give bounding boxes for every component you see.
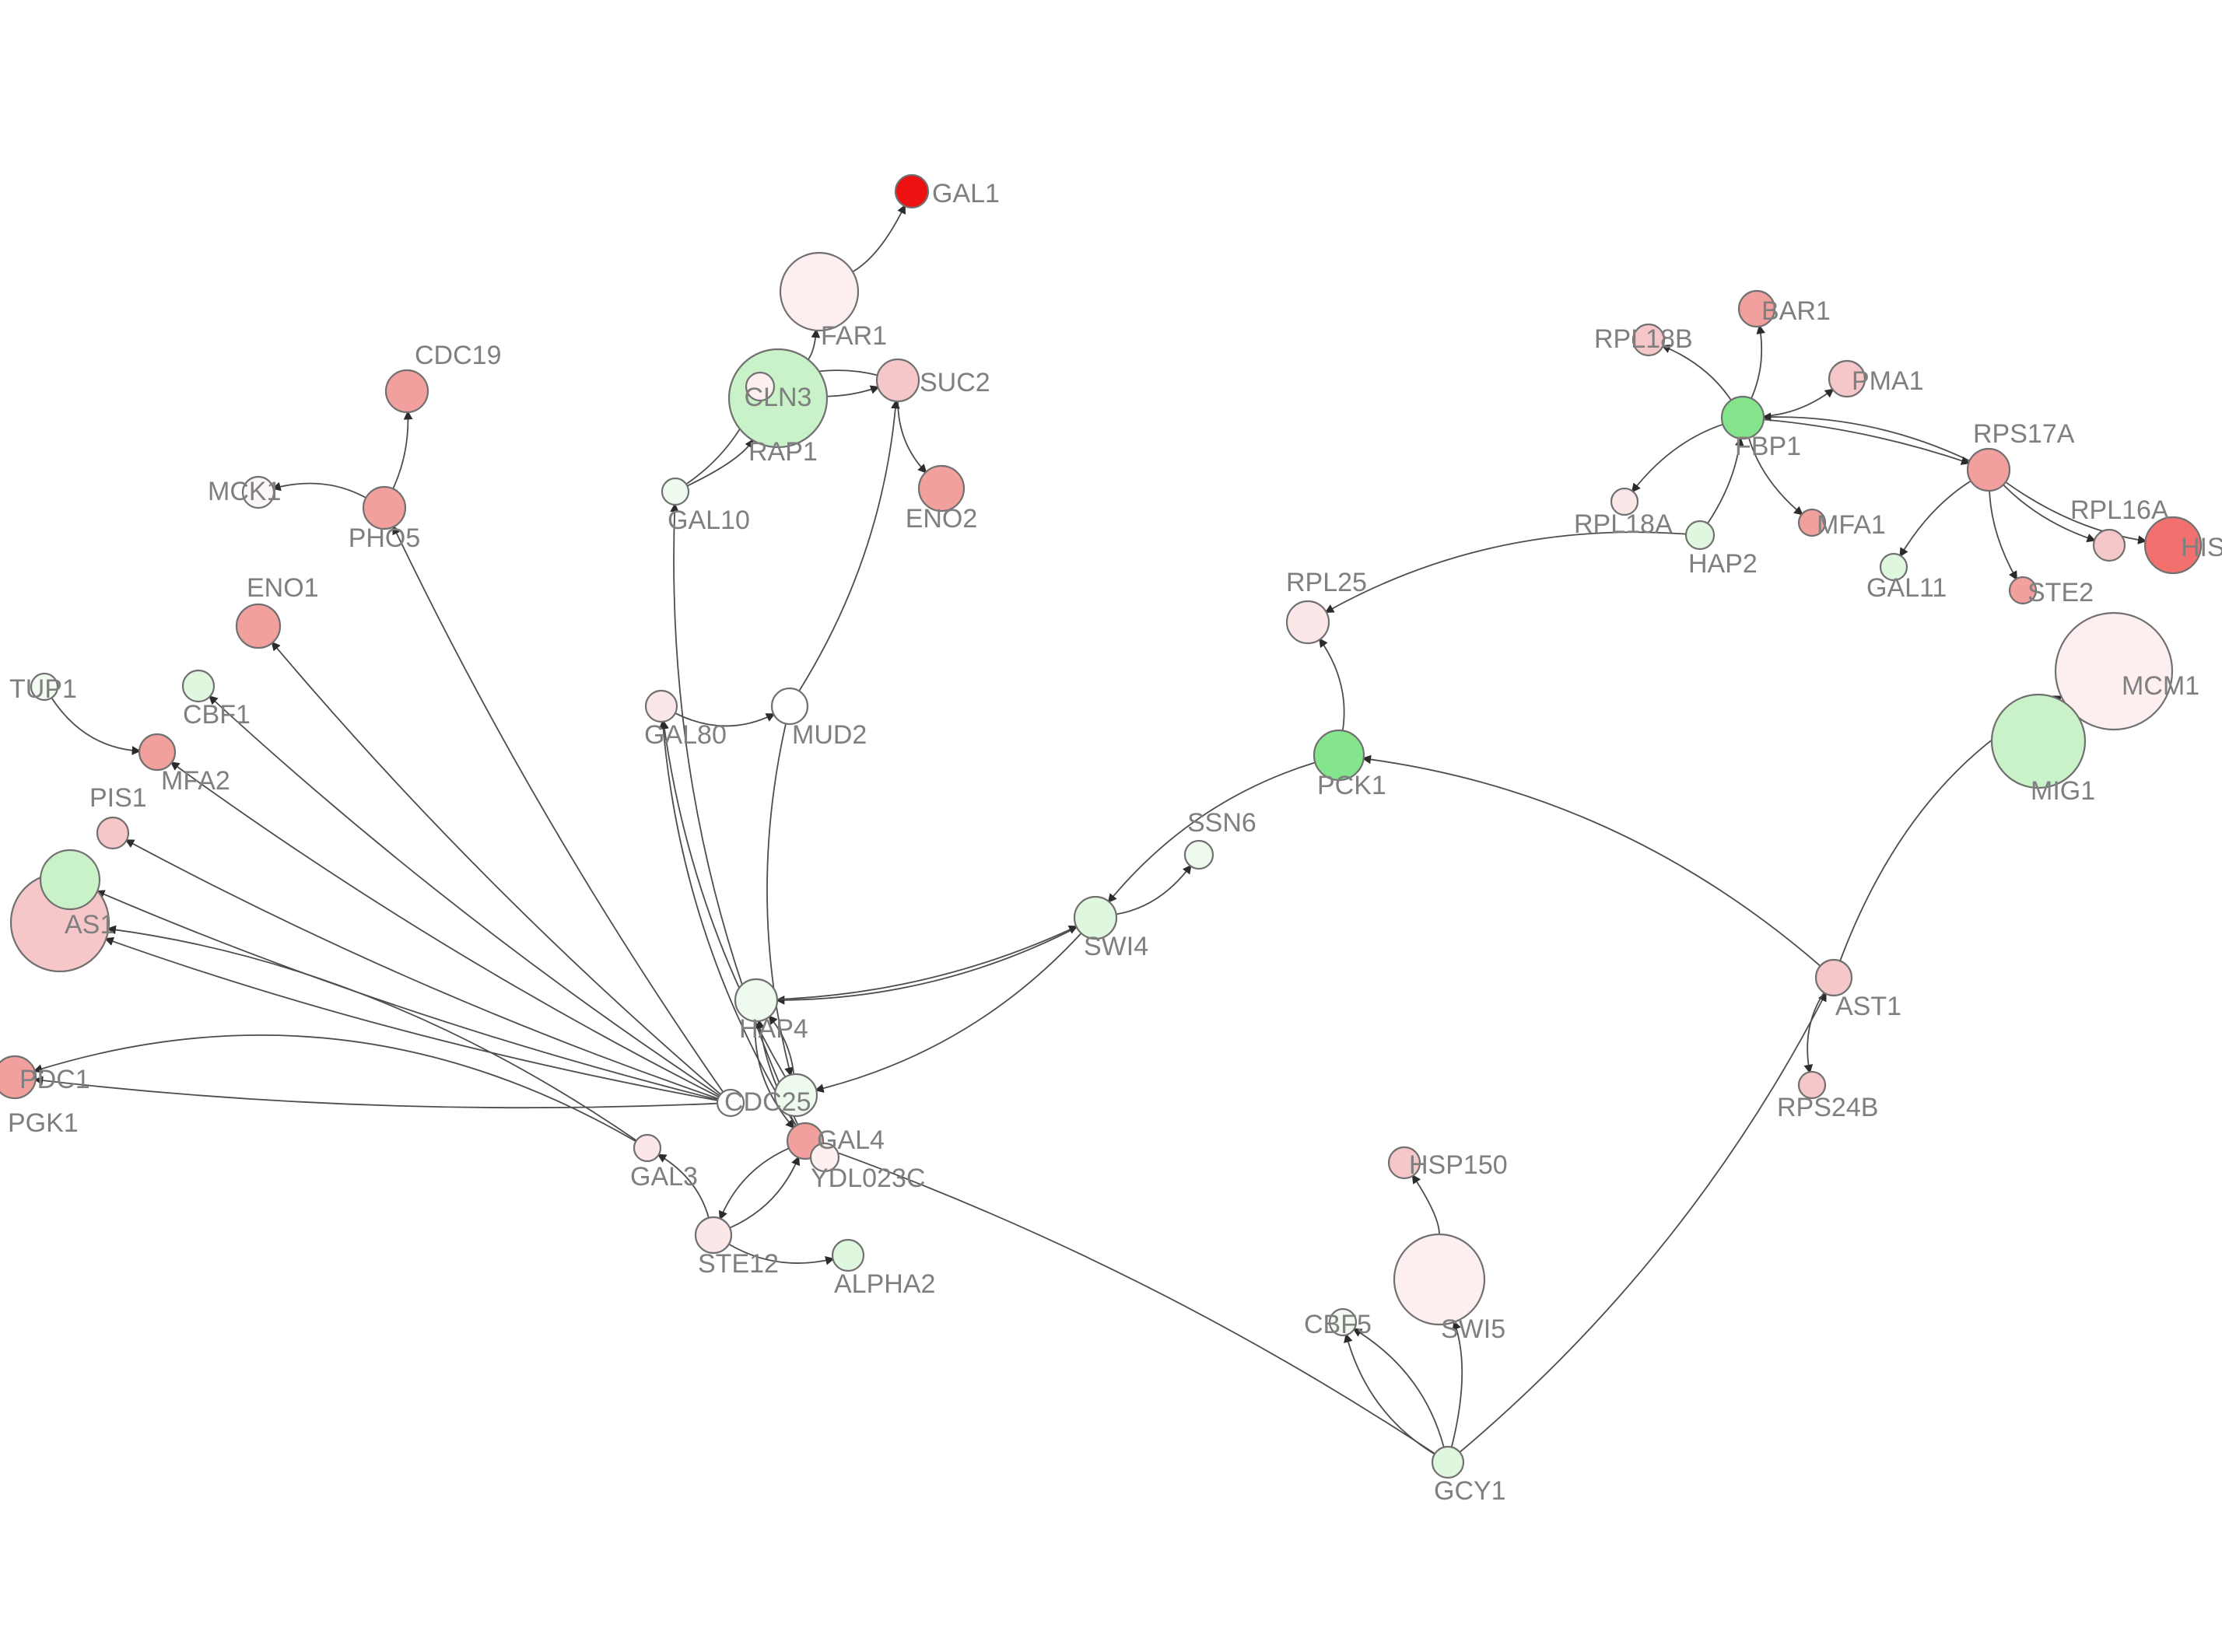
svg-text:SSN6: SSN6 — [1187, 808, 1256, 838]
svg-text:HAP2: HAP2 — [1688, 549, 1758, 579]
svg-text:MIG1: MIG1 — [2031, 776, 2095, 806]
svg-text:AST1: AST1 — [1835, 992, 1901, 1021]
svg-text:ALPHA2: ALPHA2 — [834, 1269, 935, 1299]
svg-text:GAL3: GAL3 — [630, 1162, 698, 1192]
svg-text:STE2: STE2 — [2027, 578, 2094, 607]
svg-text:SUC2: SUC2 — [920, 368, 990, 397]
svg-text:GAL11: GAL11 — [1866, 573, 1947, 603]
svg-text:HSP150: HSP150 — [1409, 1150, 1508, 1180]
svg-text:CDC25: CDC25 — [724, 1087, 811, 1117]
svg-text:MFA1: MFA1 — [1817, 510, 1886, 540]
svg-text:MUD2: MUD2 — [792, 720, 867, 750]
svg-text:RPL18B: RPL18B — [1594, 324, 1693, 354]
svg-text:ENO1: ENO1 — [247, 573, 319, 603]
svg-text:CBF5: CBF5 — [1304, 1310, 1372, 1339]
svg-text:PDC1: PDC1 — [19, 1065, 90, 1094]
svg-text:RAP1: RAP1 — [748, 437, 818, 467]
svg-text:CBF1: CBF1 — [183, 700, 251, 730]
svg-text:FAR1: FAR1 — [821, 321, 887, 351]
svg-text:AS1: AS1 — [65, 910, 114, 940]
svg-text:MFA2: MFA2 — [161, 766, 230, 796]
svg-text:RPL18A: RPL18A — [1574, 509, 1673, 539]
svg-text:STE12: STE12 — [698, 1249, 779, 1279]
svg-text:GAL4: GAL4 — [817, 1125, 885, 1155]
svg-text:MCM1: MCM1 — [2122, 671, 2199, 701]
svg-text:MCK1: MCK1 — [208, 477, 281, 506]
svg-text:ENO2: ENO2 — [906, 504, 978, 534]
svg-text:SWI4: SWI4 — [1084, 932, 1148, 961]
svg-text:PIS1: PIS1 — [89, 783, 147, 813]
svg-text:GAL80: GAL80 — [644, 720, 727, 750]
svg-text:PMA1: PMA1 — [1852, 366, 1924, 396]
svg-text:PGK1: PGK1 — [8, 1108, 79, 1138]
svg-text:TUP1: TUP1 — [9, 674, 77, 704]
svg-text:YDL023C: YDL023C — [811, 1164, 925, 1193]
svg-text:FBP1: FBP1 — [1735, 432, 1801, 461]
svg-text:GCY1: GCY1 — [1434, 1476, 1506, 1506]
svg-text:HIS4: HIS4 — [2181, 533, 2222, 562]
svg-text:GAL10: GAL10 — [668, 506, 750, 535]
svg-text:RPL16A: RPL16A — [2070, 495, 2169, 525]
svg-text:BAR1: BAR1 — [1761, 296, 1831, 326]
svg-text:CLN3: CLN3 — [745, 383, 812, 412]
svg-text:RPS24B: RPS24B — [1777, 1093, 1878, 1122]
svg-text:HAP4: HAP4 — [739, 1014, 808, 1044]
svg-text:SWI5: SWI5 — [1441, 1314, 1505, 1344]
svg-text:CDC19: CDC19 — [415, 341, 501, 370]
svg-text:GAL1: GAL1 — [932, 179, 1000, 208]
svg-text:RPL25: RPL25 — [1286, 568, 1367, 597]
svg-text:RPS17A: RPS17A — [1973, 419, 2075, 449]
svg-text:PHO5: PHO5 — [349, 523, 421, 553]
svg-text:PCK1: PCK1 — [1317, 771, 1386, 800]
